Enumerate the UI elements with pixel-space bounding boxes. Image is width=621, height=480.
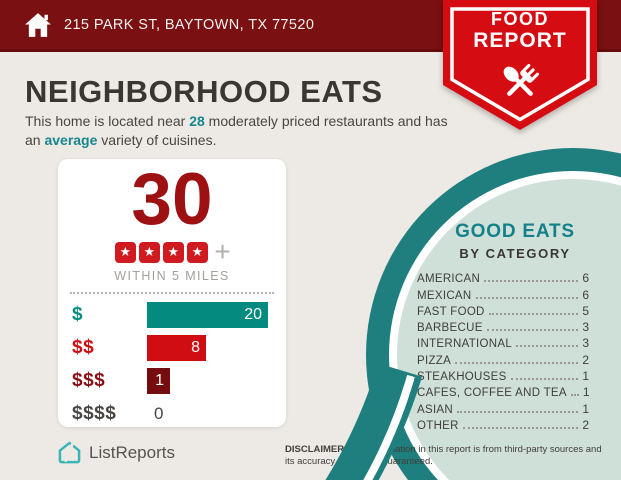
home-icon (25, 12, 51, 37)
badge-ribbon-shape (443, 0, 597, 130)
category-label: PIZZA (417, 354, 452, 367)
bar-row-price4: $$$$ 0 (72, 401, 272, 427)
category-label: INTERNATIONAL (417, 338, 513, 351)
category-count: 1 (582, 401, 589, 416)
price-level-label: $$$$ (72, 403, 117, 424)
badge-line2: REPORT (473, 29, 567, 52)
subtitle-text: This home is located near (25, 113, 190, 129)
category-row: PIZZA 2 (417, 350, 589, 367)
category-row: STEAKHOUSES 1 (417, 367, 589, 383)
star-rating: ★ ★ ★ ★ + (58, 236, 286, 267)
bar-row-price1: $ 20 (72, 302, 272, 328)
category-label: OTHER (417, 419, 459, 432)
good-eats-heading: GOOD EATS BY CATEGORY (410, 221, 620, 261)
category-row: AMERICAN 6 (417, 269, 589, 285)
subtitle-text: variety of cuisines. (97, 132, 217, 148)
category-row: ASIAN 1 (417, 399, 589, 416)
category-label: MEXICAN (417, 289, 472, 302)
category-row: MEXICAN 6 (417, 285, 589, 302)
category-label: CAFES, COFFEE AND TEA (417, 387, 567, 400)
category-count: 3 (582, 336, 589, 351)
subtitle-text: moderately priced restaurants and has an (25, 113, 448, 148)
page-subtitle: This home is located near 28 moderately … (25, 112, 455, 150)
category-row: CAFES, COFFEE AND TEA 1 (417, 383, 590, 400)
food-report-badge: FOOD REPORT (443, 0, 597, 132)
dotted-leader (570, 394, 579, 397)
good-eats-subtitle: BY CATEGORY (459, 246, 571, 261)
star-icon: ★ (138, 241, 160, 263)
category-count: 3 (582, 320, 589, 335)
category-count: 1 (582, 369, 589, 384)
variety-highlight: average (44, 132, 98, 148)
property-address: 215 PARK ST, BAYTOWN, TX 77520 (64, 16, 315, 33)
dotted-leader (455, 361, 579, 364)
bar-price4: 0 (154, 404, 164, 423)
restaurant-stat-card: 30 ★ ★ ★ ★ + WITHIN 5 MILES $ 20 $$ 8 $$$ 1 … (58, 159, 286, 427)
dotted-leader (484, 280, 579, 283)
category-label: FAST FOOD (417, 305, 485, 318)
listreports-brand: ListReports (58, 441, 175, 464)
star-icon: ★ (186, 241, 208, 263)
bar-row-price3: $$$ 1 (72, 368, 272, 394)
price-level-label: $$$ (72, 370, 106, 391)
category-row: BARBECUE 3 (417, 318, 589, 334)
badge-line1: FOOD (491, 9, 549, 29)
category-count: 2 (582, 417, 589, 432)
restaurant-count-highlight: 28 (189, 113, 205, 129)
listreports-logo-icon (58, 441, 81, 464)
radius-label: WITHIN 5 MILES (114, 269, 230, 283)
category-list: AMERICAN 6 MEXICAN 6 FAST FOOD 5 BARBECU… (417, 269, 590, 432)
dotted-leader (516, 345, 579, 348)
page-title: NEIGHBORHOOD EATS (25, 74, 383, 109)
category-count: 1 (582, 385, 590, 400)
price-level-label: $$ (72, 337, 95, 358)
price-level-label: $ (72, 304, 84, 325)
disclaimer-label: DISCLAIMER: (285, 444, 348, 455)
crossed-utensils-icon (503, 63, 540, 96)
category-count: 2 (582, 352, 589, 367)
category-count: 5 (582, 303, 589, 318)
category-row: FAST FOOD 5 (417, 302, 589, 318)
brand-name: ListReports (89, 442, 175, 462)
category-count: 6 (582, 287, 589, 302)
category-row: INTERNATIONAL 3 (417, 334, 589, 350)
bar-price2: 8 (147, 335, 206, 361)
bar-price1: 20 (147, 302, 268, 328)
category-label: AMERICAN (417, 273, 481, 286)
category-count: 6 (582, 271, 589, 286)
bar-price3: 1 (147, 368, 170, 394)
dotted-leader (475, 296, 579, 299)
good-eats-title: GOOD EATS (455, 221, 575, 242)
price-level-bar-chart: $ 20 $$ 8 $$$ 1 $$$$ 0 (58, 294, 286, 427)
star-icon: ★ (162, 241, 184, 263)
dotted-leader (486, 329, 579, 332)
plus-sign: + (214, 236, 231, 267)
disclaimer: DISCLAIMER: The information in this repo… (285, 444, 609, 468)
dotted-leader (457, 410, 579, 413)
restaurant-count: 30 (131, 159, 213, 240)
category-label: ASIAN (417, 403, 454, 416)
bar-row-price2: $$ 8 (72, 335, 272, 361)
dotted-leader (462, 426, 579, 429)
category-label: STEAKHOUSES (417, 371, 507, 384)
dotted-leader (488, 312, 579, 315)
dotted-leader (510, 378, 579, 381)
category-label: BARBECUE (417, 322, 483, 335)
dotted-divider (70, 292, 274, 294)
category-row: OTHER 2 (417, 416, 589, 432)
star-icon: ★ (114, 241, 136, 263)
